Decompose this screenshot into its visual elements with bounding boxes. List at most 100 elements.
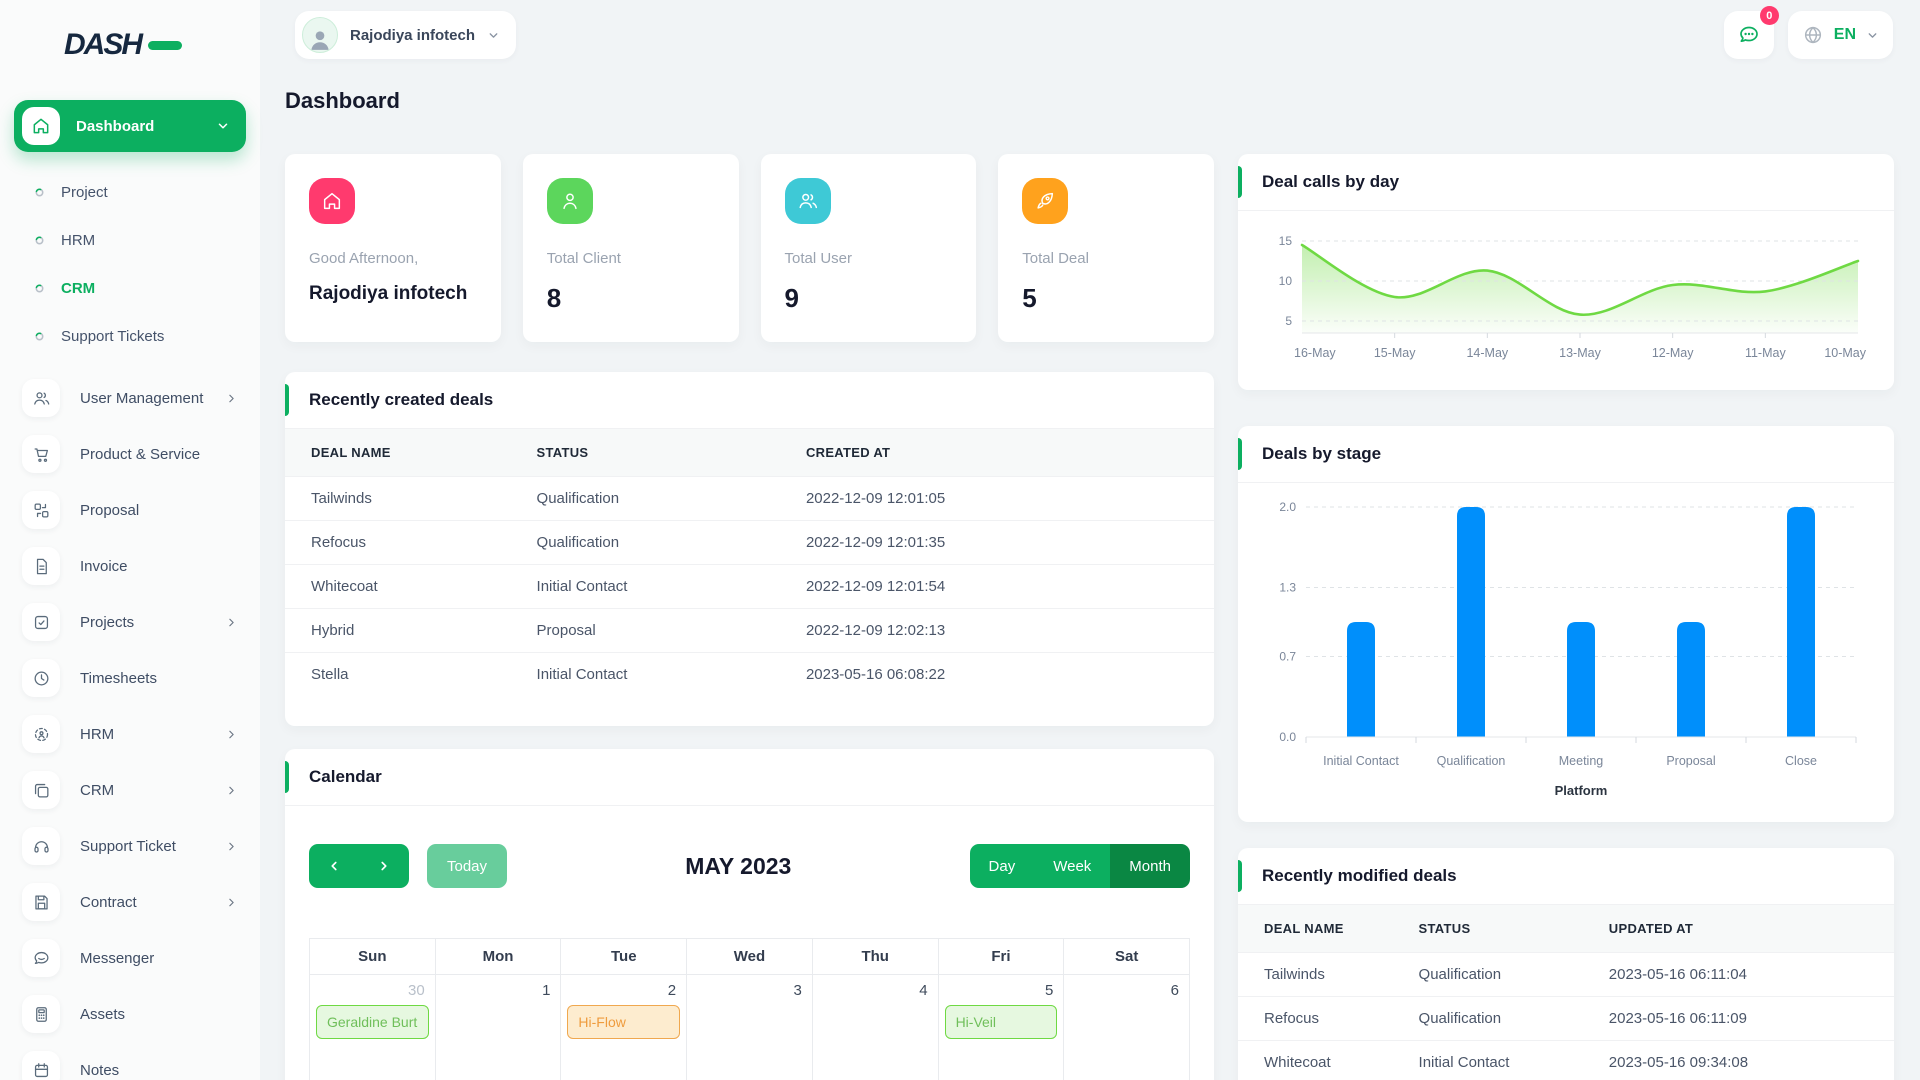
- sidebar-item-label: CRM: [61, 279, 96, 297]
- sidebar-item-invoice[interactable]: Invoice: [0, 538, 260, 594]
- calendar-day-cell[interactable]: 6: [1064, 975, 1190, 1080]
- svg-text:5: 5: [1285, 314, 1292, 328]
- language-code: EN: [1833, 26, 1856, 43]
- calendar-day-cell[interactable]: 4: [813, 975, 939, 1080]
- deals-table: DEAL NAME STATUS UPDATED AT Tailwinds Qualif…: [1238, 905, 1894, 1080]
- calendar-day-name: Tue: [561, 939, 688, 975]
- svg-text:Qualification: Qualification: [1437, 754, 1506, 768]
- calendar-day-name: Fri: [938, 939, 1065, 975]
- sidebar-item-label: Project: [61, 183, 108, 201]
- calendar-day-cell[interactable]: 1: [436, 975, 562, 1080]
- table-cell: 2023-05-16 06:08:22: [795, 652, 1214, 696]
- headset-icon: [22, 827, 60, 865]
- sidebar-item-crm[interactable]: CRM: [0, 264, 260, 312]
- table-cell: 2022-12-09 12:01:35: [795, 520, 1214, 565]
- chat-icon: [22, 939, 60, 977]
- calendar-day-cell[interactable]: 2 Hi-Flow: [561, 975, 688, 1080]
- company-selector[interactable]: Rajodiya infotech: [295, 11, 517, 59]
- table-row: Refocus Qualification 2023-05-16 06:11:09: [1238, 996, 1894, 1041]
- table-cell: Whitecoat: [1238, 1040, 1409, 1080]
- calendar-toolbar: Today MAY 2023 Day Week Month: [309, 844, 1190, 888]
- svg-text:10-May: 10-May: [1824, 346, 1866, 360]
- sidebar-item-label: Support Ticket: [80, 837, 176, 855]
- calendar-view-switcher: Day Week Month: [969, 844, 1190, 888]
- sidebar-item-hrm[interactable]: HRM: [0, 706, 260, 762]
- calendar-view-week[interactable]: Week: [1034, 844, 1111, 888]
- table-row: Whitecoat Initial Contact 2023-05-16 09:34…: [1238, 1040, 1894, 1080]
- topbar: Rajodiya infotech 0 EN: [260, 0, 1920, 70]
- calc-icon: [22, 995, 60, 1033]
- sidebar-item-proposal[interactable]: Proposal: [0, 482, 260, 538]
- chevron-down-icon: [487, 29, 500, 42]
- table-cell: 2022-12-09 12:01:05: [795, 476, 1214, 521]
- svg-text:Proposal: Proposal: [1666, 754, 1715, 768]
- sidebar-item-messenger[interactable]: Messenger: [0, 930, 260, 986]
- grid-icon: [22, 491, 60, 529]
- sidebar-item-support-ticket[interactable]: Support Ticket: [0, 818, 260, 874]
- copy-icon: [22, 771, 60, 809]
- calendar-date-number: 4: [919, 982, 928, 999]
- calendar-today-button[interactable]: Today: [427, 844, 508, 888]
- svg-text:15-May: 15-May: [1374, 346, 1416, 360]
- user-icon: [546, 178, 593, 224]
- sidebar-item-label: Notes: [80, 1061, 120, 1079]
- stat-label: Good Afternoon,: [309, 250, 419, 267]
- table-cell: Qualification: [526, 476, 796, 521]
- calendar-prev-button[interactable]: [309, 844, 359, 888]
- language-selector[interactable]: EN: [1787, 11, 1893, 59]
- deal-calls-area-chart: 5 10 15 16-May 15-May 14-May 13-May 12-May 11-Ma…: [1238, 211, 1894, 390]
- column-header: DEAL NAME: [1264, 921, 1344, 936]
- recently-created-deals-card: Recently created deals DEAL NAME STATUS CR…: [285, 372, 1214, 726]
- sidebar-item-hrm[interactable]: HRM: [0, 216, 260, 264]
- calendar-day-cell[interactable]: 3: [687, 975, 813, 1080]
- table-cell: Initial Contact: [1408, 1040, 1599, 1080]
- stat-value: 5: [1022, 283, 1037, 313]
- calendar-view-day[interactable]: Day: [969, 844, 1035, 888]
- calendar-day-cell[interactable]: 5 Hi-Veil: [939, 975, 1065, 1080]
- chevron-right-icon: [225, 840, 238, 853]
- calendar-event[interactable]: Hi-Flow: [567, 1005, 681, 1039]
- table-cell: 2022-12-09 12:02:13: [795, 608, 1214, 653]
- sidebar-item-user-management[interactable]: User Management: [0, 370, 260, 426]
- brand-logo[interactable]: DASH: [0, 18, 260, 72]
- sidebar-item-support-tickets[interactable]: Support Tickets: [0, 312, 260, 360]
- column-header: DEAL NAME: [311, 445, 391, 460]
- card-title: Calendar: [309, 767, 382, 786]
- calendar-event[interactable]: Hi-Veil: [944, 1005, 1058, 1039]
- calendar-next-button[interactable]: [359, 844, 409, 888]
- sidebar-item-crm[interactable]: CRM: [0, 762, 260, 818]
- calendar-view-month[interactable]: Month: [1110, 844, 1190, 888]
- calendar-day-cell[interactable]: 30 Geraldine Burt: [310, 975, 436, 1080]
- table-row: Hybrid Proposal 2022-12-09 12:02:13: [285, 608, 1214, 653]
- sidebar-item-timesheets[interactable]: Timesheets: [0, 650, 260, 706]
- right-column: Deal calls by day 5 10 15 16-May 15-May 14-Ma…: [1238, 154, 1894, 1080]
- calendar-date-number: 5: [1044, 982, 1054, 999]
- card-title: Deal calls by day: [1262, 172, 1400, 191]
- sidebar-item-contract[interactable]: Contract: [0, 874, 260, 930]
- company-name: Rajodiya infotech: [350, 26, 476, 44]
- stat-card-total-user: Total User 9: [760, 154, 977, 342]
- sidebar-item-projects[interactable]: Projects: [0, 594, 260, 650]
- globe-icon: [1802, 24, 1824, 46]
- calendar-event[interactable]: Geraldine Burt: [316, 1005, 429, 1039]
- sidebar-item-project[interactable]: Project: [0, 168, 260, 216]
- sidebar-item-dashboard[interactable]: Dashboard: [14, 100, 246, 152]
- sidebar-item-label: Timesheets: [80, 669, 157, 687]
- sidebar-item-product-service[interactable]: Product & Service: [0, 426, 260, 482]
- cart-icon: [22, 435, 60, 473]
- svg-text:10: 10: [1279, 274, 1293, 288]
- sidebar-item-label: Projects: [80, 613, 135, 631]
- stat-label: Total User: [784, 250, 853, 267]
- messages-button[interactable]: 0: [1723, 6, 1779, 59]
- card-title: Deals by stage: [1262, 444, 1382, 463]
- sidebar-item-notes[interactable]: Notes: [0, 1042, 260, 1080]
- brand-dash-accent: [148, 40, 183, 50]
- sidebar-item-label: HRM: [61, 231, 96, 249]
- svg-text:14-May: 14-May: [1466, 346, 1508, 360]
- sidebar-item-label: Dashboard: [76, 117, 155, 135]
- sidebar-item-assets[interactable]: Assets: [0, 986, 260, 1042]
- table-cell: 2022-12-09 12:01:54: [795, 564, 1214, 609]
- bullet-icon: [34, 283, 45, 294]
- table-cell: Refocus: [1238, 996, 1409, 1041]
